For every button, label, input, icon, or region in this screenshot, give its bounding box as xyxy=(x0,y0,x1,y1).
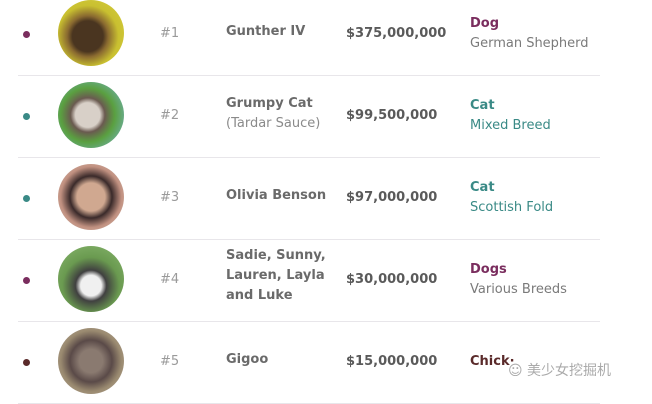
pet-name: Gigoo xyxy=(226,350,336,370)
pet-avatar xyxy=(58,82,124,148)
table-row[interactable]: #4 Sadie, Sunny, Lauren, Layla and Luke … xyxy=(18,240,600,322)
rank: #3 xyxy=(160,190,180,205)
pet-name: Sadie, Sunny, Lauren, Layla and Luke xyxy=(226,246,336,306)
pet-avatar xyxy=(58,328,124,394)
pet-type: Cat xyxy=(470,98,495,113)
net-worth: $375,000,000 xyxy=(346,26,447,41)
table-row[interactable]: #2 Grumpy Cat (Tardar Sauce) $99,500,000… xyxy=(18,76,600,158)
pet-name-text: Grumpy Cat xyxy=(226,96,313,111)
table-row[interactable]: #3 Olivia Benson $97,000,000 Cat Scottis… xyxy=(18,158,600,240)
pet-avatar xyxy=(58,0,124,66)
pet-name-text: Gunther IV xyxy=(226,24,306,39)
pet-breed: Mixed Breed xyxy=(470,118,551,133)
pet-name: Olivia Benson xyxy=(226,186,336,206)
pet-breed: German Shepherd xyxy=(470,36,589,51)
pet-alias: (Tardar Sauce) xyxy=(226,116,321,131)
net-worth: $15,000,000 xyxy=(346,354,438,369)
pet-name-text: Sadie, Sunny, Lauren, Layla and Luke xyxy=(226,248,326,303)
pet-name-text: Olivia Benson xyxy=(226,188,327,203)
net-worth: $30,000,000 xyxy=(346,272,438,287)
net-worth: $99,500,000 xyxy=(346,108,438,123)
rank: #5 xyxy=(160,354,180,369)
rank: #1 xyxy=(160,26,180,41)
category-dot xyxy=(23,195,30,202)
pet-type: Dog xyxy=(470,16,500,31)
pet-name-text: Gigoo xyxy=(226,352,269,367)
rank: #2 xyxy=(160,108,180,123)
pet-breed: Various Breeds xyxy=(470,282,567,297)
rank: #4 xyxy=(160,272,180,287)
pet-type: Chick· xyxy=(470,354,515,369)
net-worth: $97,000,000 xyxy=(346,190,438,205)
category-dot xyxy=(23,113,30,120)
pet-type: Cat xyxy=(470,180,495,195)
category-dot xyxy=(23,277,30,284)
pet-name: Gunther IV xyxy=(226,22,336,42)
table-row[interactable]: #5 Gigoo $15,000,000 Chick· xyxy=(18,322,600,404)
pet-type: Dogs xyxy=(470,262,507,277)
watermark: ☺ 美少女挖掘机 xyxy=(508,363,612,379)
category-dot xyxy=(23,359,30,366)
pet-name: Grumpy Cat (Tardar Sauce) xyxy=(226,94,336,134)
table-row[interactable]: #1 Gunther IV $375,000,000 Dog German Sh… xyxy=(18,0,600,76)
pet-avatar xyxy=(58,246,124,312)
pet-avatar xyxy=(58,164,124,230)
pet-breed: Scottish Fold xyxy=(470,200,554,215)
category-dot xyxy=(23,31,30,38)
